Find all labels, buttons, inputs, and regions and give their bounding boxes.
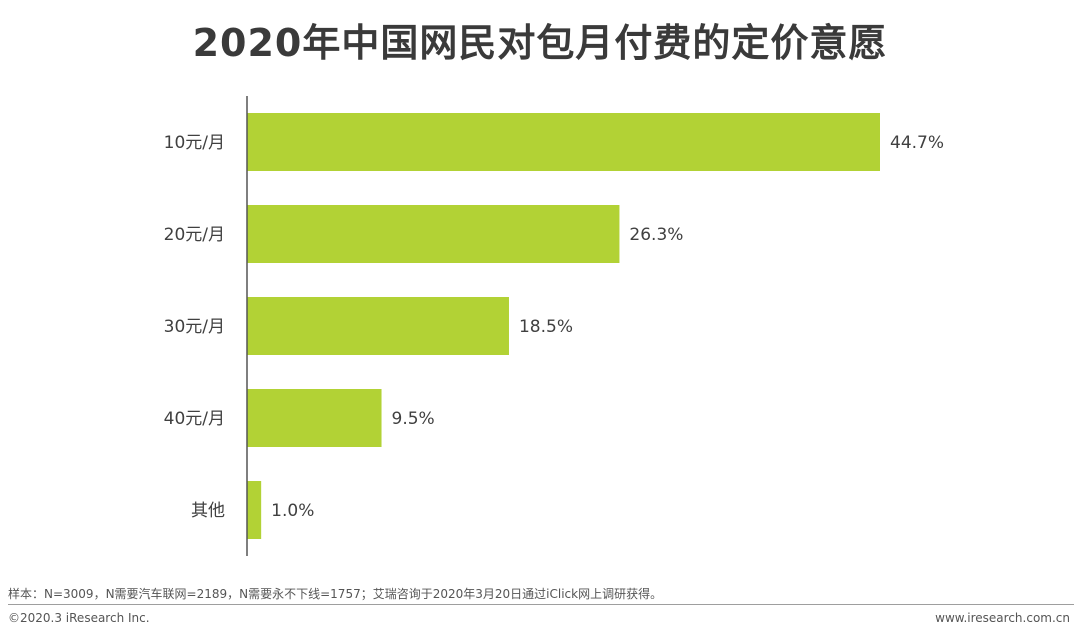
bar-1 [247, 113, 880, 171]
footer-divider [8, 604, 1074, 605]
chart-title: 2020年中国网民对包月付费的定价意愿 [192, 21, 888, 65]
value-label: 26.3% [629, 225, 683, 245]
value-label: 1.0% [271, 501, 314, 521]
bar-3 [247, 297, 509, 355]
category-label: 20元/月 [164, 225, 225, 245]
bar-4 [247, 389, 382, 447]
copyright-text: ©2020.3 iResearch Inc. [8, 611, 150, 625]
bar-5 [247, 481, 262, 539]
bar-2 [247, 205, 620, 263]
category-label: 30元/月 [164, 317, 225, 337]
category-label: 其他 [191, 501, 225, 521]
category-label: 40元/月 [164, 409, 225, 429]
value-label: 9.5% [392, 409, 435, 429]
category-label: 10元/月 [164, 133, 225, 153]
value-label: 18.5% [519, 317, 573, 337]
bar-chart: 10元/月 44.7% 20元/月 26.3% 30元/月 18.5% 40元/月 9.5% 其… [164, 96, 944, 556]
value-label: 44.7% [890, 133, 944, 153]
sample-note: 样本：N=3009，N需要汽车联网=2189，N需要永不下线=1757；艾瑞咨询… [8, 587, 663, 601]
website-url: www.iresearch.com.cn [935, 611, 1070, 625]
